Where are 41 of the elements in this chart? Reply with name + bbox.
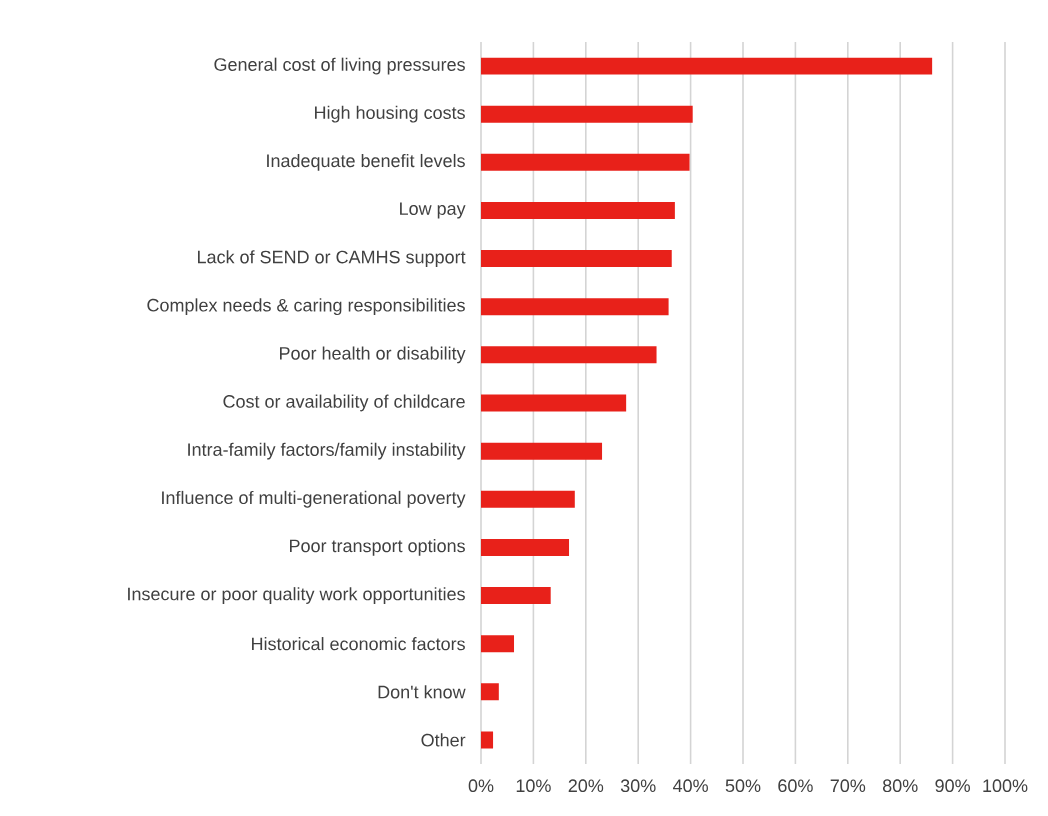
x-tick-label: 30%: [620, 779, 656, 793]
y-tick-label: General cost of living pressures: [214, 57, 465, 75]
y-tick-label: Intra-family factors/family instability: [188, 442, 466, 460]
bar: [481, 201, 675, 219]
x-tick-label: 100%: [983, 779, 1028, 793]
y-tick-label: Poor health or disability: [280, 346, 466, 364]
y-tick-label: Other: [421, 733, 466, 747]
y-tick-label: Poor transport options: [290, 539, 465, 556]
bar: [481, 490, 575, 508]
bar: [481, 394, 627, 412]
y-tick-label: Influence of multi-generational poverty: [162, 490, 466, 508]
bar: [481, 635, 515, 653]
y-tick-label: Cost or availability of childcare: [223, 394, 465, 412]
bar: [481, 587, 551, 605]
y-tick-label: Don't know: [378, 685, 466, 699]
bar: [481, 346, 657, 364]
bar: [481, 298, 669, 316]
y-tick-label: Low pay: [400, 202, 466, 219]
x-tick-label: 40%: [673, 779, 708, 793]
bar: [481, 442, 603, 460]
x-tick-label: 10%: [516, 779, 551, 793]
y-tick-label: Inadequate benefit levels: [267, 153, 465, 171]
y-tick-label: Complex needs & caring responsibilities: [147, 298, 465, 316]
bar: [481, 105, 693, 123]
y-tick-label: Historical economic factors: [252, 637, 465, 651]
y-tick-label: High housing costs: [315, 105, 465, 123]
bar: [481, 250, 672, 268]
bar: [481, 57, 933, 75]
bar: [481, 731, 494, 749]
bar: [481, 683, 499, 701]
bar: [481, 153, 690, 171]
x-tick-label: 60%: [778, 779, 813, 793]
x-tick-label: 90%: [935, 779, 970, 793]
bar: [481, 538, 570, 556]
x-tick-label: 70%: [830, 779, 866, 793]
y-tick-label: Insecure or poor quality work opportunities: [128, 587, 465, 604]
x-tick-label: 0%: [468, 779, 494, 793]
y-tick-label: Lack of SEND or CAMHS support: [198, 250, 466, 267]
x-tick-label: 20%: [568, 779, 604, 793]
x-tick-label: 50%: [725, 779, 761, 793]
x-tick-label: 80%: [882, 779, 918, 793]
